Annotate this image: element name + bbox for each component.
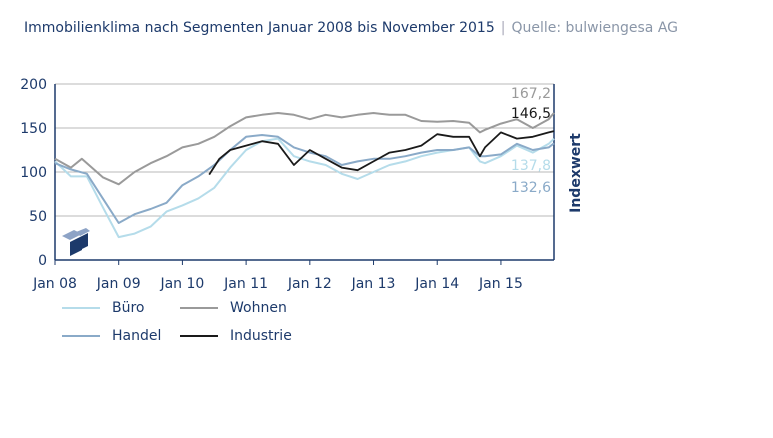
end-value-label: 137,8 — [511, 158, 551, 174]
legend-label: Büro — [112, 300, 145, 316]
end-value-label: 146,5 — [511, 106, 551, 122]
legend-item-industrie: Industrie — [180, 328, 292, 344]
source-text: Quelle: bulwiengesa AG — [511, 20, 678, 36]
series-line-industrie — [208, 130, 555, 176]
legend-label: Wohnen — [230, 300, 287, 316]
legend-item-handel: Handel — [62, 328, 161, 344]
series-line-büro — [54, 137, 555, 239]
series-line-handel — [54, 134, 555, 224]
y-tick-label: 50 — [29, 209, 47, 225]
x-tick-label: Jan 15 — [478, 276, 523, 292]
legend-item-wohnen: Wohnen — [180, 300, 287, 316]
x-tick-label: Jan 09 — [96, 276, 141, 292]
legend-label: Industrie — [230, 328, 292, 344]
x-tick-label: Jan 12 — [287, 276, 332, 292]
x-tick-label: Jan 08 — [32, 276, 77, 292]
y-tick-label: 200 — [20, 77, 47, 93]
y-tick-label: 100 — [20, 165, 47, 181]
series-line-wohnen — [54, 112, 555, 186]
bulwiengesa-logo-icon — [62, 228, 90, 256]
x-tick-label: Jan 11 — [223, 276, 268, 292]
legend-swatch — [180, 307, 218, 309]
x-tick-label: Jan 10 — [159, 276, 204, 292]
x-tick-label: Jan 13 — [351, 276, 396, 292]
end-value-label: 132,6 — [511, 180, 551, 196]
legend-item-buero: Büro — [62, 300, 145, 316]
legend-swatch — [62, 335, 100, 337]
separator: | — [500, 20, 506, 36]
y-tick-label: 0 — [38, 253, 47, 269]
legend-swatch — [62, 307, 100, 309]
legend-label: Handel — [112, 328, 162, 344]
y-tick-label: 150 — [20, 121, 47, 137]
y-axis-label: Indexwert — [568, 133, 584, 213]
end-value-label: 167,2 — [511, 86, 551, 102]
legend-swatch — [180, 335, 218, 337]
title-text: Immobilienklima nach Segmenten Januar 20… — [24, 20, 495, 36]
x-tick-label: Jan 14 — [414, 276, 459, 292]
chart-title: Immobilienklima nach Segmenten Januar 20… — [24, 20, 678, 36]
